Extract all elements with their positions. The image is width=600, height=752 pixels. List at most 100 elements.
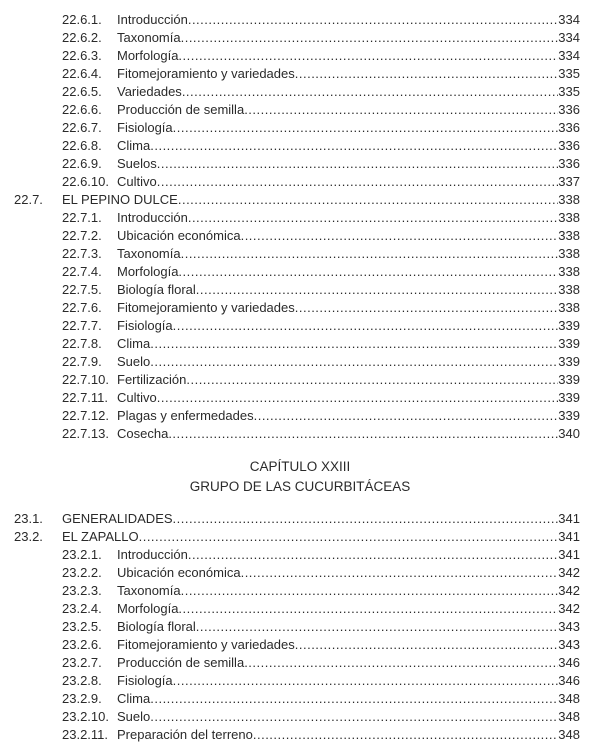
section-number: 22.6.1. [62,12,102,27]
section-number: 22.7.10. [62,372,109,387]
section-number: 23.2.2. [62,565,102,580]
section-number: 22.7.13. [62,426,109,441]
dot-leader [188,546,558,564]
section-title: Cultivo [117,390,157,405]
toc-entry: 22.6.2. Taxonomía 334 [0,29,600,47]
dot-leader [157,173,559,191]
toc-entry: 22.6.10. Cultivo 337 [0,173,600,191]
section-number: 22.7.2. [62,228,102,243]
section-number: 22.6.4. [62,66,102,81]
dot-leader [182,83,558,101]
dot-leader [181,245,559,263]
dot-leader [178,263,558,281]
page-number: 341 [558,529,580,544]
section-title: Taxonomía [117,30,181,45]
toc-entry: 22.7. EL PEPINO DULCE 338 [0,191,600,209]
section-number: 22.6.6. [62,102,102,117]
dot-leader [150,137,558,155]
page-number: 339 [558,354,580,369]
toc-entry: 23.2. EL ZAPALLO 341 [0,528,600,546]
section-number: 23.2. [14,529,43,544]
section-title: Morfología [117,264,179,279]
page-number: 335 [558,66,580,81]
toc-entry: 22.6.7. Fisiología 336 [0,119,600,137]
toc-entry: 22.7.13. Cosecha 340 [0,425,600,443]
dot-leader [188,209,558,227]
section-title: Morfología [117,601,179,616]
toc-entry: 23.2.1. Introducción 341 [0,546,600,564]
dot-leader [181,29,559,47]
toc-entry: 23.2.4. Morfología 342 [0,600,600,618]
toc-entry: 22.6.8. Clima 336 [0,137,600,155]
toc-entry: 22.6.1. Introducción 334 [0,11,600,29]
dot-leader [178,47,558,65]
page-number: 348 [558,691,580,706]
section-number: 22.6.5. [62,84,102,99]
page-number: 339 [558,336,580,351]
section-title: Clima [117,336,151,351]
toc-entry: 22.7.10. Fertilización 339 [0,371,600,389]
dot-leader [168,425,558,443]
section-number: 23.2.7. [62,655,102,670]
dot-leader [173,119,559,137]
page-number: 338 [558,264,580,279]
section-title: Ubicación económica [117,228,241,243]
page-number: 336 [558,156,580,171]
page-number: 343 [558,619,580,634]
dot-leader [181,582,559,600]
section-title: Variedades [117,84,182,99]
toc-entry: 22.7.8. Clima 339 [0,335,600,353]
section-title: Biología floral [117,282,196,297]
dot-leader [241,564,559,582]
section-title: Fisiología [117,318,173,333]
page-number: 338 [558,210,580,225]
toc-entry: 23.2.11. Preparación del terreno 348 [0,726,600,744]
toc-entry: 22.7.12. Plagas y enfermedades 339 [0,407,600,425]
section-title: Producción de semilla [117,655,245,670]
section-title: Ubicación económica [117,565,241,580]
toc-entry: 23.2.8. Fisiología 346 [0,672,600,690]
section-title: Plagas y enfermedades [117,408,254,423]
page-number: 336 [558,102,580,117]
section-number: 22.7.12. [62,408,109,423]
section-title: Introducción [117,12,188,27]
page-number: 341 [558,511,580,526]
section-number: 22.7.6. [62,300,102,315]
chapter-label: CAPÍTULO XXIII [249,459,351,474]
dot-leader [186,371,558,389]
section-number: 22.7.11. [62,390,109,405]
toc-entry: 23.2.3. Taxonomía 342 [0,582,600,600]
section-title: Suelo [117,709,151,724]
page-number: 338 [558,192,580,207]
page-number: 336 [558,138,580,153]
toc-entry: 23.2.5. Biología floral 343 [0,618,600,636]
dot-leader [157,389,559,407]
toc-entry: 22.7.6. Fitomejoramiento y variedades 338 [0,299,600,317]
page-number: 334 [558,12,580,27]
section-number: 23.2.4. [62,601,102,616]
section-number: 22.7.1. [62,210,102,225]
toc-entry: 22.6.9. Suelos 336 [0,155,600,173]
page-number: 346 [558,673,580,688]
toc-entry: 23.2.2. Ubicación económica 342 [0,564,600,582]
section-number: 23.2.10. [62,709,109,724]
toc-entry: 22.6.4. Fitomejoramiento y variedades 335 [0,65,600,83]
toc-entry: 23.2.6. Fitomejoramiento y variedades 343 [0,636,600,654]
page-number: 341 [558,547,580,562]
section-number: 23.1. [14,511,43,526]
toc-entry: 22.7.5. Biología floral 338 [0,281,600,299]
dot-leader [139,528,559,546]
section-title: Producción de semilla [117,102,245,117]
section-title: Introducción [117,547,188,562]
dot-leader [253,726,558,744]
page-number: 334 [558,30,580,45]
dot-leader [150,708,558,726]
toc-entry: 22.7.7. Fisiología 339 [0,317,600,335]
section-title: EL PEPINO DULCE [62,192,178,207]
section-title: Fitomejoramiento y variedades [117,637,295,652]
page-number: 337 [558,174,580,189]
dot-leader [178,600,558,618]
toc-entry: 22.7.9. Suelo 339 [0,353,600,371]
dot-leader [150,690,558,708]
dot-leader [157,155,559,173]
